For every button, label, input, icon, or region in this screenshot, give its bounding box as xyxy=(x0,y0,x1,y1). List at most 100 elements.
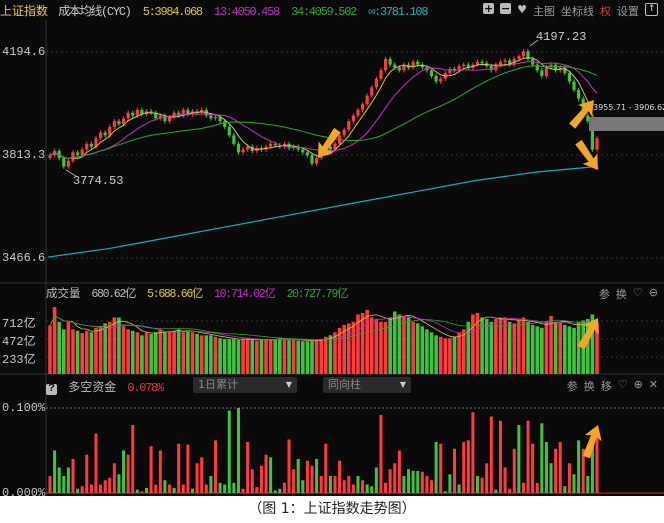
volume-ma5: 5:688.66亿 xyxy=(147,288,203,301)
accumulation-dropdown-value: 1日累计 xyxy=(198,378,238,391)
volume-toolbar: 参 换 ♡ ⊖ xyxy=(599,286,658,302)
fund-bar xyxy=(273,490,277,493)
candle xyxy=(521,51,526,57)
volume-bar xyxy=(351,321,356,374)
candle xyxy=(388,58,392,65)
heart-icon[interactable]: ♡ xyxy=(617,378,628,391)
candle xyxy=(103,132,107,136)
fund-bar xyxy=(108,477,112,493)
candle xyxy=(429,70,434,76)
fund-bar xyxy=(195,463,199,493)
rights-button[interactable]: 权 xyxy=(600,5,611,18)
volume-bar xyxy=(190,332,195,374)
fund-bar xyxy=(333,476,337,493)
volume-bar xyxy=(236,339,241,374)
volume-bar xyxy=(255,340,259,374)
chart-canvas[interactable] xyxy=(0,0,664,496)
fund-move-button[interactable]: 移 xyxy=(600,380,612,393)
fund-switch-button[interactable]: 换 xyxy=(583,380,595,393)
ma13-value: 13:4050.458 xyxy=(213,5,280,19)
fund-bar xyxy=(282,482,286,493)
volume-ma10: 10:714.02亿 xyxy=(214,288,276,301)
fund-bar xyxy=(292,469,296,493)
fund-bar xyxy=(122,450,126,493)
fund-param-button[interactable]: 参 xyxy=(566,380,578,393)
fund-tick: 0.100% xyxy=(2,401,46,415)
fund-bar xyxy=(494,489,498,493)
index-name: 上证指数 xyxy=(0,4,49,18)
volume-bar xyxy=(140,335,144,374)
fund-bar xyxy=(351,484,355,493)
arrow-annotation xyxy=(582,425,602,459)
candle xyxy=(227,126,231,136)
minus-icon[interactable]: − xyxy=(500,2,512,15)
axis-line-button[interactable]: 坐标线 xyxy=(561,5,594,18)
candle xyxy=(75,152,80,156)
fund-bar xyxy=(287,439,291,493)
volume-bar xyxy=(526,321,530,374)
settings-button[interactable]: 设置 xyxy=(617,5,639,18)
volume-bar xyxy=(264,339,268,374)
fund-bar xyxy=(269,457,273,493)
stock-chart-terminal: 上证指数 成本均线(CYC) 5:3984.068 13:4050.458 34… xyxy=(0,0,664,500)
pointer-line xyxy=(529,39,539,47)
zoom-in-icon[interactable]: ⊕ xyxy=(633,378,643,391)
fund-bar xyxy=(480,477,484,493)
fund-bar xyxy=(305,460,309,493)
candle xyxy=(471,64,475,68)
fund-bar xyxy=(471,412,475,493)
candle xyxy=(232,135,236,144)
candle xyxy=(241,149,245,153)
plus-icon[interactable]: + xyxy=(483,2,495,15)
fund-bar xyxy=(563,486,567,493)
volume-bar xyxy=(66,321,71,374)
heart-icon[interactable]: ♥ xyxy=(517,3,527,16)
volume-bar xyxy=(209,335,213,374)
volume-bar xyxy=(245,339,250,374)
volume-param-button[interactable]: 参 xyxy=(598,288,610,301)
fund-bar xyxy=(223,484,227,493)
volume-bar xyxy=(507,321,512,374)
low-annotation: 3774.53 xyxy=(73,174,124,188)
fund-bar xyxy=(544,442,548,493)
volume-bar xyxy=(379,321,383,374)
volume-bar xyxy=(337,327,342,374)
volume-switch-button[interactable]: 换 xyxy=(615,288,627,301)
ma13-line xyxy=(49,61,598,159)
candle xyxy=(246,146,250,150)
volume-bar xyxy=(268,339,273,374)
help-icon[interactable]: ? xyxy=(46,384,57,395)
candle xyxy=(223,121,227,127)
fund-bar xyxy=(572,474,576,493)
volume-bar xyxy=(425,329,429,374)
fund-bar xyxy=(393,463,397,493)
candle xyxy=(315,157,319,164)
volume-bar xyxy=(89,332,94,374)
volume-bar xyxy=(186,330,190,374)
fund-bar xyxy=(103,480,107,493)
arrow-annotation xyxy=(577,318,599,350)
bar-type-dropdown[interactable]: 同向柱 ▼ xyxy=(323,377,411,393)
main-chart-button[interactable]: 主图 xyxy=(533,5,555,18)
candle xyxy=(71,152,75,161)
fund-bar xyxy=(71,459,75,493)
heart-icon[interactable]: ♡ xyxy=(632,286,643,299)
fund-bar xyxy=(453,448,457,493)
close-icon[interactable]: ✕ xyxy=(648,378,658,391)
volume-bar xyxy=(273,339,278,374)
fund-bar xyxy=(379,414,383,493)
export-icon[interactable]: ↑ xyxy=(645,3,658,16)
volume-bar xyxy=(176,329,181,374)
fund-tick: 0.000% xyxy=(2,486,46,500)
zoom-out-icon[interactable]: ⊖ xyxy=(648,286,658,299)
volume-bar xyxy=(553,321,558,374)
volume-bar xyxy=(241,339,245,374)
candle xyxy=(342,129,346,136)
indicator-name[interactable]: 成本均线(CYC) xyxy=(58,5,132,19)
volume-bar xyxy=(84,330,89,374)
volume-bar xyxy=(103,323,107,374)
volume-bar xyxy=(204,335,209,374)
fund-bar xyxy=(250,469,254,493)
accumulation-dropdown[interactable]: 1日累计 ▼ xyxy=(193,377,297,393)
fund-bar xyxy=(301,480,305,493)
